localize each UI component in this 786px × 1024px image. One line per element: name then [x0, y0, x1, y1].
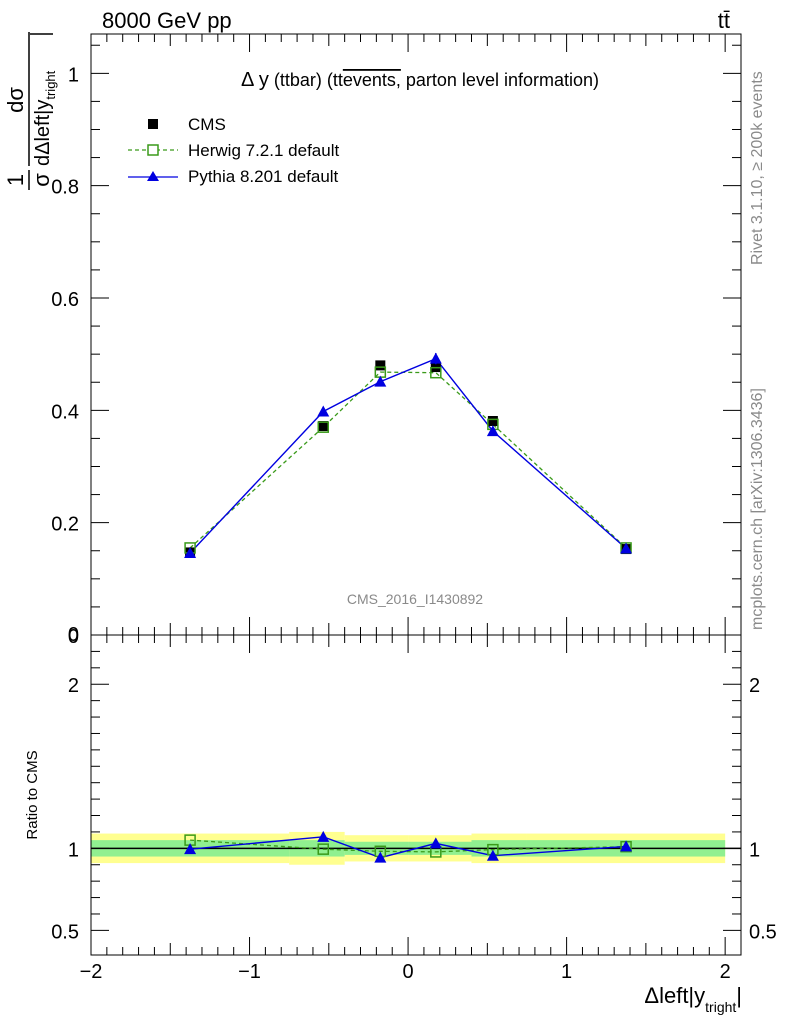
legend: CMS Herwig 7.2.1 default Pythia 8.201 de… — [128, 115, 339, 186]
ratio-y-tick-label: 2 — [68, 675, 79, 697]
title-overline: events, — [343, 70, 401, 90]
herwig-ratio-line — [190, 839, 627, 853]
ylabel-dnum: dσ — [3, 87, 28, 113]
title-rest: (ttbar) (tt — [274, 70, 343, 90]
main-title: Δ y (ttbar) (ttevents, parton level info… — [241, 69, 599, 91]
ratio-y-tick-label-right: 1 — [749, 839, 760, 861]
main-y-tick-label: 0.8 — [51, 177, 79, 199]
ratio-axis-ticks — [90, 635, 742, 955]
pythia-ratio-point — [184, 843, 197, 855]
pythia-ratio-line — [190, 836, 627, 859]
ratio-y-tick-label: 1 — [68, 839, 79, 861]
ylabel-dden: dΔleft|ytright — [32, 70, 58, 166]
pythia-main-point — [620, 542, 633, 554]
main-y-tick-label: 1 — [68, 64, 79, 86]
x-tick-label: −1 — [238, 961, 261, 983]
main-ylabel: 1 σ dσ dΔleft|ytright — [3, 32, 58, 190]
ylabel-frac-num: 1 — [3, 174, 28, 186]
title-end: parton level information) — [401, 70, 599, 90]
pythia-ratio-point — [620, 840, 633, 852]
ratio-y-tick-label: 0.5 — [51, 921, 79, 943]
analysis-watermark: CMS_2016_I1430892 — [347, 591, 483, 607]
main-y-tick-label: 0.6 — [51, 289, 79, 311]
legend-pythia-marker — [147, 171, 159, 181]
process-label: tt̄ — [718, 8, 730, 33]
x-tick-label: 2 — [720, 961, 731, 983]
cms-data-point — [375, 360, 386, 371]
main-series-layer — [184, 352, 633, 558]
legend-herwig-label: Herwig 7.2.1 default — [188, 141, 339, 160]
herwig-main-line — [189, 371, 627, 549]
ratio-y-tick-label-right: 0.5 — [749, 921, 777, 943]
ratio-series-layer — [184, 830, 633, 863]
pythia-main-point — [317, 405, 330, 417]
ratio-panel-frame — [90, 634, 742, 956]
herwig-main-point — [430, 366, 442, 379]
ratio-y-tick-label-right: 2 — [749, 675, 760, 697]
main-y-tick-label: 0.2 — [51, 514, 79, 536]
herwig-main-point — [317, 421, 330, 433]
x-tick-label: −2 — [80, 961, 103, 983]
pythia-main-point — [184, 546, 197, 558]
main-y-tick-label: 0 — [68, 626, 79, 648]
pythia-ratio-point — [429, 837, 442, 849]
legend-cms-label: CMS — [188, 115, 226, 134]
pythia-ratio-point — [317, 830, 330, 842]
main-y-zero-label: 0 — [68, 624, 79, 646]
cms-data-point — [318, 421, 329, 432]
ratio-y-tick-labels: 0.5 0.5 1 1 2 2 — [51, 675, 777, 943]
pythia-main-point — [374, 375, 387, 387]
x-tick-label: 0 — [403, 961, 414, 983]
main-y-tick-label: 0.4 — [51, 401, 79, 423]
legend-pythia-label: Pythia 8.201 default — [188, 167, 339, 186]
herwig-ratio-point — [317, 843, 330, 855]
main-y-tick-labels: 00.20.40.60.810 — [51, 64, 79, 648]
x-tick-label: 1 — [561, 961, 572, 983]
cms-data-point — [487, 415, 498, 426]
legend-cms-marker — [148, 119, 158, 129]
mcplots-label: mcplots.cern.ch [arXiv:1306.3436] — [749, 388, 766, 630]
rivet-label: Rivet 3.1.10, ≥ 200k events — [749, 71, 766, 265]
ylabel-frac-den: σ — [29, 173, 54, 187]
pythia-ratio-point — [374, 851, 387, 863]
x-axis-label: Δleft|ytright| — [644, 983, 742, 1015]
pythia-main-point — [486, 425, 499, 437]
legend-herwig-marker — [147, 144, 159, 156]
main-axis-ticks — [90, 34, 742, 636]
pythia-main-line — [189, 357, 627, 554]
energy-label: 8000 GeV pp — [102, 8, 232, 33]
pythia-ratio-point — [486, 849, 499, 861]
ratio-ylabel: Ratio to CMS — [24, 750, 41, 839]
title-prefix: Δ y — [241, 69, 269, 91]
pythia-main-point — [429, 352, 442, 364]
x-tick-labels: −2 −1 0 1 2 — [80, 961, 731, 983]
